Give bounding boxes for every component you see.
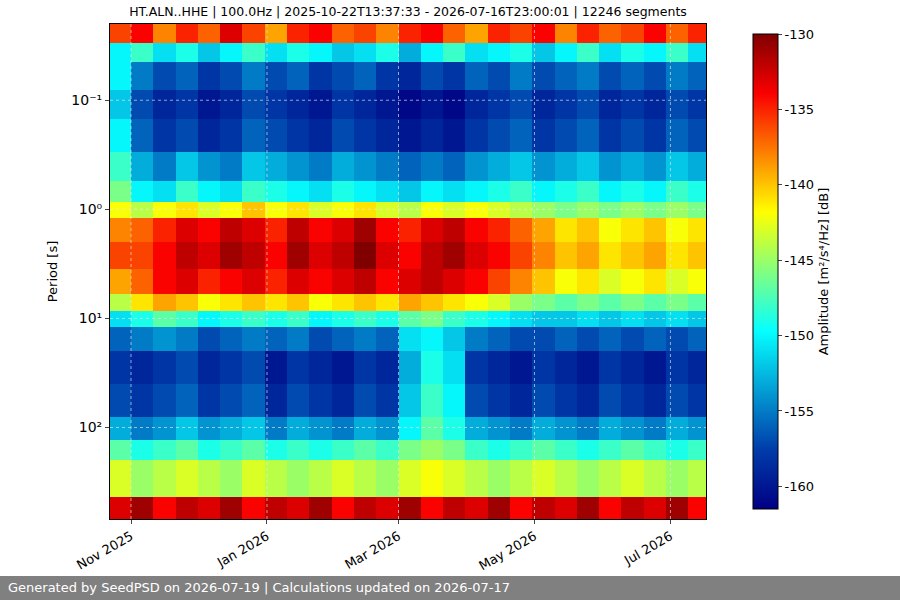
svg-text:10²: 10²: [79, 419, 102, 435]
svg-text:-150: -150: [785, 328, 815, 343]
svg-text:Period [s]: Period [s]: [45, 241, 60, 303]
svg-text:Mar 2026: Mar 2026: [342, 528, 403, 572]
svg-text:-130: -130: [785, 27, 815, 42]
svg-text:Amplitude [m²/s⁴/Hz] [dB]: Amplitude [m²/s⁴/Hz] [dB]: [816, 188, 831, 356]
svg-text:-145: -145: [785, 253, 815, 268]
svg-text:-140: -140: [785, 177, 815, 192]
svg-text:10¹: 10¹: [79, 310, 102, 326]
svg-text:-135: -135: [785, 102, 815, 117]
svg-text:Jan 2026: Jan 2026: [214, 528, 272, 570]
svg-text:HT.ALN..HHE | 100.0Hz | 2025-1: HT.ALN..HHE | 100.0Hz | 2025-10-22T13:37…: [129, 4, 687, 19]
svg-text:-160: -160: [785, 479, 815, 494]
svg-text:10⁻¹: 10⁻¹: [71, 92, 102, 108]
svg-text:Nov 2025: Nov 2025: [74, 528, 136, 572]
svg-text:10⁰: 10⁰: [79, 201, 103, 217]
svg-text:Jul 2026: Jul 2026: [621, 528, 675, 568]
html-text:Generated by SeedPSD on 2026-0: Generated by SeedPSD on 2026-07-19 | Cal…: [8, 580, 510, 595]
svg-text:May 2026: May 2026: [476, 528, 539, 573]
svg-text:-155: -155: [785, 404, 815, 419]
